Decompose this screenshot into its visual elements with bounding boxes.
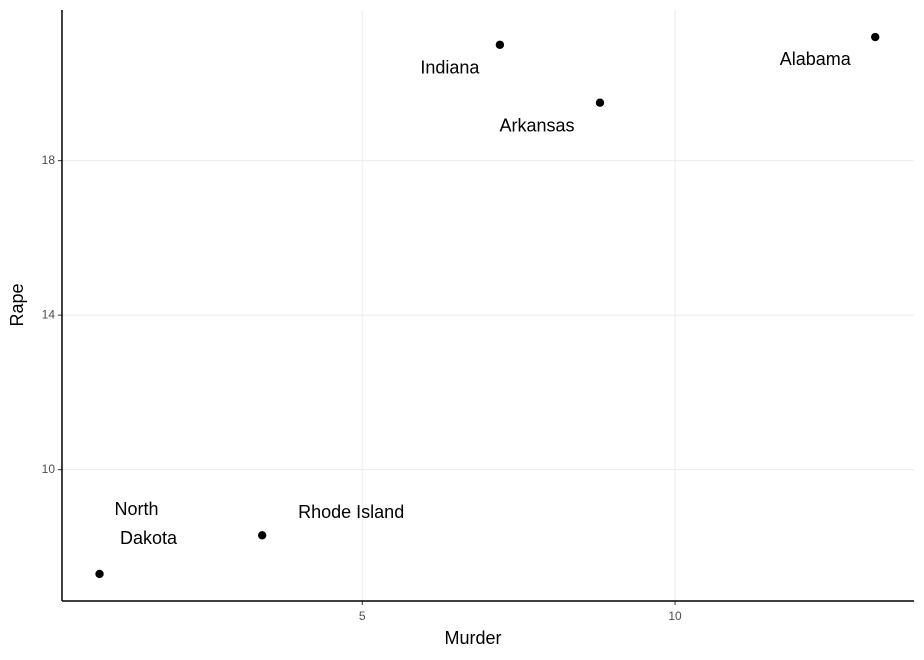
point-label: Rhode Island — [298, 502, 404, 522]
point-label: Indiana — [420, 58, 480, 78]
point — [95, 569, 104, 579]
y-tick-label: 14 — [42, 307, 56, 321]
point — [595, 98, 605, 107]
x-tick-label: 10 — [668, 609, 682, 623]
y-tick-label: 10 — [42, 462, 56, 476]
y-tick-label: 18 — [42, 153, 56, 167]
x-axis-title: Murder — [444, 628, 501, 648]
y-axis-title: Rape — [7, 283, 27, 326]
point — [257, 531, 267, 540]
point — [495, 40, 505, 49]
point — [871, 32, 880, 42]
point-label: Arkansas — [499, 115, 574, 135]
x-tick-label: 5 — [359, 609, 366, 623]
point-label: Alabama — [780, 49, 852, 69]
point-label: North Dakota — [115, 499, 179, 548]
